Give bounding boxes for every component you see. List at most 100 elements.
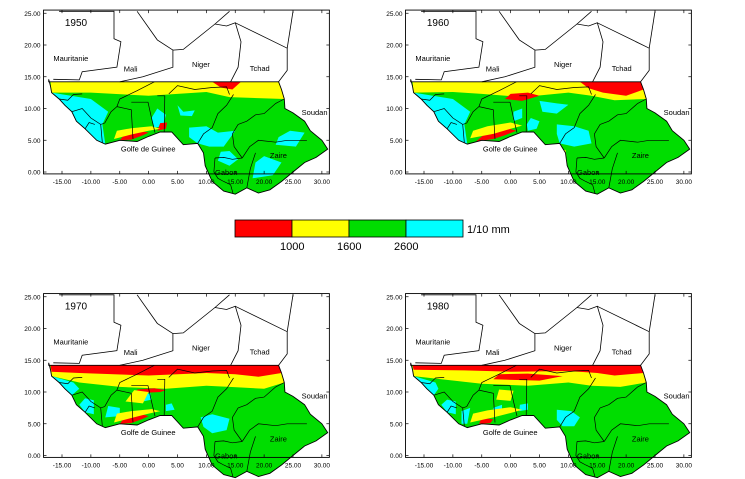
region-label-niger: Niger bbox=[554, 60, 572, 69]
country-border bbox=[576, 440, 605, 444]
country-border bbox=[71, 391, 105, 409]
country-border bbox=[478, 81, 517, 107]
northern-border bbox=[481, 11, 536, 83]
rainfall-zone-vhigh bbox=[189, 126, 236, 147]
x-tick-label: -5.00 bbox=[474, 179, 489, 186]
x-tick-label: 30.00 bbox=[676, 179, 693, 186]
y-tick-label: 20.00 bbox=[386, 326, 403, 333]
legend-swatch-high bbox=[348, 219, 407, 238]
rainfall-zone-vhigh bbox=[441, 399, 456, 415]
rainfall-zone-low bbox=[412, 365, 644, 376]
x-tick-label: -15.00 bbox=[415, 179, 434, 186]
x-tick-label: 0.00 bbox=[142, 179, 155, 186]
country-border bbox=[608, 152, 618, 188]
country-border bbox=[84, 122, 96, 129]
panel-year: 1980 bbox=[427, 301, 450, 312]
region-label-golfe: Golfe de Guinee bbox=[121, 428, 176, 437]
y-tick-label: 10.00 bbox=[24, 106, 41, 113]
y-tick-label: 15.00 bbox=[24, 358, 41, 365]
northern-border bbox=[214, 10, 230, 25]
rainfall-zone-mid bbox=[470, 407, 523, 423]
northern-border bbox=[235, 305, 288, 366]
northern-border bbox=[415, 10, 484, 81]
country-border bbox=[466, 389, 480, 407]
legend-threshold-2: 1600 bbox=[337, 241, 361, 253]
rainfall-zone-low bbox=[579, 81, 644, 96]
y-tick-label: 5.00 bbox=[390, 421, 403, 428]
northern-border bbox=[214, 294, 230, 308]
country-border bbox=[594, 407, 605, 442]
rainfall-zone-vhigh bbox=[252, 156, 282, 179]
country-border bbox=[575, 441, 597, 478]
y-tick-label: 15.00 bbox=[386, 358, 403, 365]
country-border bbox=[608, 436, 618, 472]
country-border bbox=[594, 124, 605, 159]
panel-year: 1960 bbox=[427, 18, 450, 29]
x-tick-label: 25.00 bbox=[647, 462, 664, 469]
northern-border bbox=[286, 11, 294, 49]
country-border bbox=[59, 93, 83, 101]
country-border bbox=[603, 423, 669, 442]
x-tick-label: 5.00 bbox=[171, 179, 184, 186]
rainfall-zone-mid bbox=[125, 390, 149, 404]
plot-frame bbox=[43, 293, 330, 458]
rainfall-zone-vhigh bbox=[539, 100, 569, 114]
plot-frame bbox=[43, 9, 330, 175]
northern-border bbox=[119, 11, 174, 83]
country-border bbox=[197, 94, 234, 144]
country-border bbox=[116, 81, 155, 107]
rainfall-zone-vhigh bbox=[513, 108, 523, 122]
northern-border bbox=[648, 294, 656, 332]
map-panel-1960: -15.00 -10.00 -5.00 0.00 5.00 10.00 15.00 20.00… bbox=[362, 0, 734, 195]
northern-border bbox=[172, 305, 242, 366]
legend-swatch-low bbox=[234, 219, 293, 238]
country-border bbox=[241, 139, 307, 159]
country-border bbox=[462, 407, 465, 427]
country-border bbox=[603, 139, 669, 159]
x-tick-label: 5.00 bbox=[533, 179, 546, 186]
region-label-mauritanie: Mauritanie bbox=[415, 337, 450, 346]
y-tick-label: 5.00 bbox=[28, 421, 41, 428]
rainfall-zone-vhigh bbox=[79, 398, 94, 415]
country-border bbox=[104, 106, 118, 124]
country-border bbox=[462, 124, 465, 144]
country-border bbox=[241, 423, 307, 442]
region-label-golfe: Golfe de Guinee bbox=[483, 428, 538, 437]
northern-border bbox=[53, 10, 122, 81]
rainfall-zone-low bbox=[476, 127, 517, 142]
northern-border bbox=[534, 305, 604, 366]
country-border bbox=[575, 157, 597, 195]
y-tick-label: 10.00 bbox=[24, 390, 41, 397]
country-border bbox=[493, 101, 518, 133]
rainfall-zone-low bbox=[212, 81, 241, 90]
rainfall-zone-vhigh bbox=[556, 124, 592, 147]
y-tick-label: 25.00 bbox=[24, 294, 41, 301]
country-border bbox=[559, 377, 596, 428]
region-label-tchad: Tchad bbox=[250, 348, 270, 357]
country-border bbox=[71, 108, 105, 125]
region-label-zaire: Zaire bbox=[632, 151, 649, 160]
country-border bbox=[197, 377, 234, 428]
legend-threshold-3: 2600 bbox=[394, 241, 418, 253]
rainfall-zone-mid bbox=[114, 126, 161, 139]
region-label-soudan: Soudan bbox=[664, 108, 690, 117]
region-label-mali: Mali bbox=[124, 348, 138, 357]
country-border bbox=[116, 389, 134, 423]
x-tick-label: 15.00 bbox=[227, 179, 244, 186]
rainfall-zone-vhigh bbox=[51, 376, 80, 396]
country-border bbox=[433, 391, 467, 409]
rainfall-zone-vhigh bbox=[200, 414, 230, 434]
y-tick-label: 25.00 bbox=[386, 294, 403, 301]
northern-border bbox=[119, 294, 174, 366]
x-tick-label: 0.00 bbox=[142, 462, 155, 469]
country-border bbox=[157, 95, 166, 133]
region-label-soudan: Soudan bbox=[302, 391, 328, 400]
country-border bbox=[246, 436, 256, 472]
northern-border bbox=[648, 11, 656, 49]
rainfall-zone-base bbox=[410, 362, 690, 478]
region-label-mauritanie: Mauritanie bbox=[53, 337, 88, 346]
region-label-tchad: Tchad bbox=[612, 348, 632, 357]
rainfall-zone-low bbox=[50, 365, 282, 377]
rainfall-zone-mid bbox=[470, 122, 523, 139]
panel-year: 1950 bbox=[65, 18, 88, 29]
